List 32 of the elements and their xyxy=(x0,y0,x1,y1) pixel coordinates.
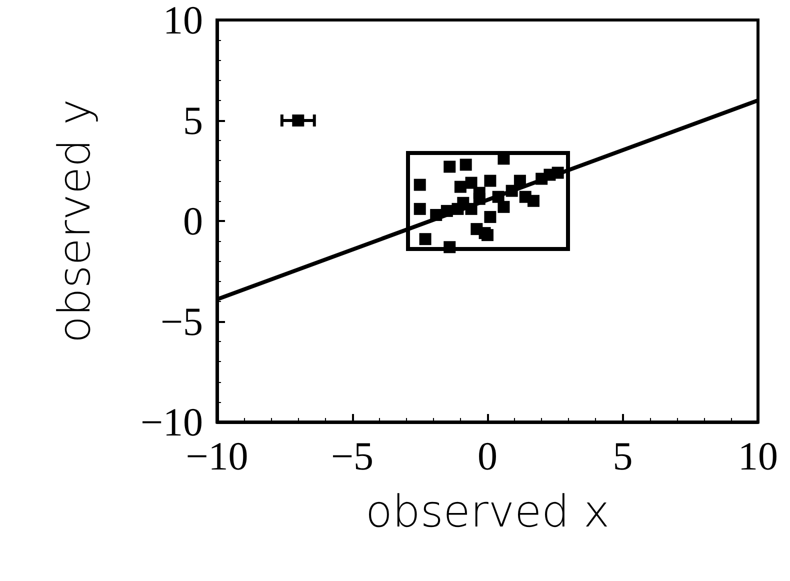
point xyxy=(292,114,304,126)
x-tick-label: −5 xyxy=(330,434,374,478)
point xyxy=(519,190,532,203)
y-tick-label: 10 xyxy=(163,0,203,42)
point xyxy=(470,223,483,236)
point xyxy=(430,208,442,221)
point xyxy=(552,166,564,179)
x-tick-label: 10 xyxy=(738,434,778,478)
x-tick-label: 0 xyxy=(478,434,498,478)
point xyxy=(492,190,504,203)
point xyxy=(454,180,466,193)
y-axis-title: observed y xyxy=(50,99,100,343)
point xyxy=(414,178,426,191)
point xyxy=(414,202,426,215)
point xyxy=(419,233,432,246)
point xyxy=(506,184,518,197)
y-tick-label: −10 xyxy=(140,400,203,444)
x-tick-label: 5 xyxy=(612,434,633,478)
point xyxy=(498,200,510,213)
y-tick-label: −5 xyxy=(160,299,203,344)
y-tick-label: 0 xyxy=(183,198,203,244)
y-tick-label: 5 xyxy=(183,98,203,143)
point xyxy=(482,229,494,242)
x-axis-title: observed x xyxy=(366,486,610,538)
point xyxy=(536,172,548,185)
point xyxy=(484,174,496,187)
point xyxy=(460,158,472,171)
point xyxy=(514,174,526,187)
point xyxy=(444,160,456,173)
point xyxy=(473,192,486,205)
point xyxy=(465,176,478,189)
point xyxy=(484,210,496,223)
